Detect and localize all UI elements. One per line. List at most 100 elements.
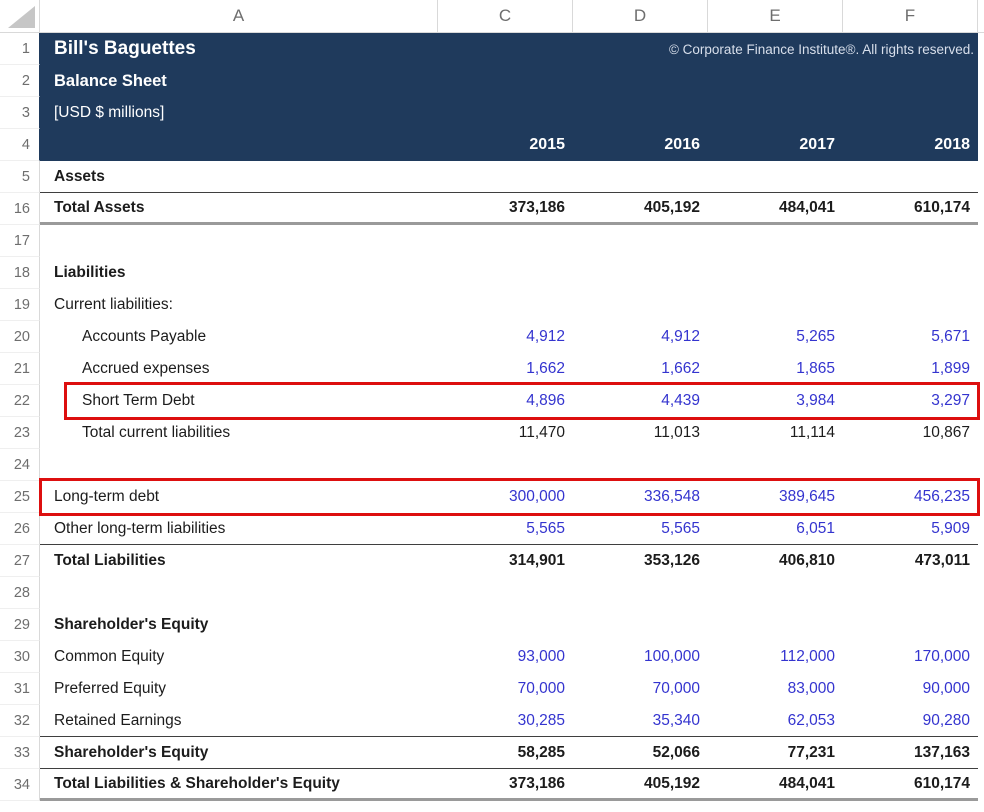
row-header-29[interactable]: 29 (0, 609, 40, 641)
cell-f25[interactable]: 456,235 (913, 488, 970, 505)
cell-c25[interactable]: 300,000 (508, 488, 565, 505)
cell-a25[interactable]: Long-term debt (40, 481, 438, 513)
cell-f18[interactable] (843, 257, 978, 289)
cell-d29[interactable] (573, 609, 708, 641)
cell-f19[interactable] (843, 289, 978, 321)
cell-a17[interactable] (40, 225, 438, 257)
cell-a34[interactable]: Total Liabilities & Shareholder's Equity (40, 769, 438, 798)
cell-c1[interactable] (438, 33, 573, 65)
cell-e20[interactable]: 5,265 (796, 328, 835, 345)
cell-f23[interactable]: 10,867 (922, 424, 970, 441)
cell-e17[interactable] (708, 225, 843, 257)
cell-a29[interactable]: Shareholder's Equity (40, 609, 438, 641)
cell-f33[interactable]: 137,163 (913, 743, 970, 761)
row-header-23[interactable]: 23 (0, 417, 40, 449)
cell-a22[interactable]: Short Term Debt (40, 385, 438, 417)
cell-d18[interactable] (573, 257, 708, 289)
cell-c27[interactable]: 314,901 (508, 552, 565, 569)
row-header-34[interactable]: 34 (0, 769, 40, 801)
cell-c2[interactable] (438, 65, 573, 97)
cell-f2[interactable] (843, 65, 978, 97)
cell-a24[interactable] (40, 449, 438, 481)
cell-e34[interactable]: 484,041 (778, 774, 835, 792)
row-header-24[interactable]: 24 (0, 449, 40, 481)
cell-d31[interactable]: 70,000 (652, 680, 700, 697)
cell-e23[interactable]: 11,114 (789, 424, 835, 441)
cell-f34[interactable]: 610,174 (913, 774, 970, 792)
cell-d16[interactable]: 405,192 (643, 198, 700, 216)
cell-f4[interactable]: 2018 (934, 136, 970, 153)
cell-f20[interactable]: 5,671 (931, 328, 970, 345)
row-header-2[interactable]: 2 (0, 65, 40, 97)
cell-c23[interactable]: 11,470 (518, 424, 565, 441)
row-header-3[interactable]: 3 (0, 97, 40, 129)
cell-e31[interactable]: 83,000 (787, 680, 835, 697)
cell-a16[interactable]: Total Assets (40, 193, 438, 222)
cell-e16[interactable]: 484,041 (778, 198, 835, 216)
cell-c24[interactable] (438, 449, 573, 481)
cell-d27[interactable]: 353,126 (643, 552, 700, 569)
cell-f32[interactable]: 90,280 (922, 711, 970, 729)
cell-a28[interactable] (40, 577, 438, 609)
cell-d25[interactable]: 336,548 (643, 488, 700, 505)
row-header-22[interactable]: 22 (0, 385, 40, 417)
cell-f22[interactable]: 3,297 (931, 392, 970, 409)
row-header-27[interactable]: 27 (0, 545, 40, 577)
cell-c34[interactable]: 373,186 (508, 774, 565, 792)
cell-d4[interactable]: 2016 (664, 136, 700, 153)
cell-e18[interactable] (708, 257, 843, 289)
cell-a27[interactable]: Total Liabilities (40, 545, 438, 577)
cell-f17[interactable] (843, 225, 978, 257)
cell-d24[interactable] (573, 449, 708, 481)
cell-a20[interactable]: Accounts Payable (40, 321, 438, 353)
cell-a32[interactable]: Retained Earnings (40, 705, 438, 736)
row-header-5[interactable]: 5 (0, 161, 40, 193)
cell-a2[interactable]: Balance Sheet (40, 65, 438, 97)
cell-a26[interactable]: Other long-term liabilities (40, 513, 438, 544)
cell-e2[interactable] (708, 65, 843, 97)
cell-a19[interactable]: Current liabilities: (40, 289, 438, 321)
row-header-20[interactable]: 20 (0, 321, 40, 353)
row-header-21[interactable]: 21 (0, 353, 40, 385)
cell-c16[interactable]: 373,186 (508, 198, 565, 216)
column-header-a[interactable]: A (40, 0, 438, 33)
cell-d34[interactable]: 405,192 (643, 774, 700, 792)
cell-a4[interactable] (40, 129, 438, 161)
cell-c21[interactable]: 1,662 (526, 360, 565, 377)
cell-f3[interactable] (843, 97, 978, 129)
row-header-30[interactable]: 30 (0, 641, 40, 673)
cell-c30[interactable]: 93,000 (517, 648, 565, 665)
cell-f26[interactable]: 5,909 (931, 519, 970, 537)
cell-a1[interactable]: Bill's Baguettes (40, 33, 438, 65)
cell-d2[interactable] (573, 65, 708, 97)
cell-a30[interactable]: Common Equity (40, 641, 438, 673)
cell-f30[interactable]: 170,000 (913, 648, 970, 665)
column-header-f[interactable]: F (843, 0, 978, 33)
cell-f16[interactable]: 610,174 (913, 198, 970, 216)
row-header-17[interactable]: 17 (0, 225, 40, 257)
cell-f29[interactable] (843, 609, 978, 641)
cell-c18[interactable] (438, 257, 573, 289)
cell-d5[interactable] (573, 161, 708, 192)
row-header-1[interactable]: 1 (0, 33, 40, 65)
cell-a21[interactable]: Accrued expenses (40, 353, 438, 385)
cell-c22[interactable]: 4,896 (526, 392, 565, 409)
cell-e25[interactable]: 389,645 (778, 488, 835, 505)
row-header-19[interactable]: 19 (0, 289, 40, 321)
cell-e29[interactable] (708, 609, 843, 641)
cell-e4[interactable]: 2017 (799, 136, 835, 153)
cell-c26[interactable]: 5,565 (526, 519, 565, 537)
cell-a33[interactable]: Shareholder's Equity (40, 737, 438, 768)
cell-d20[interactable]: 4,912 (661, 328, 700, 345)
cell-d21[interactable]: 1,662 (661, 360, 700, 377)
cell-d22[interactable]: 4,439 (661, 392, 700, 409)
column-header-d[interactable]: D (573, 0, 708, 33)
cell-d28[interactable] (573, 577, 708, 609)
cell-a23[interactable]: Total current liabilities (40, 417, 438, 449)
cell-e24[interactable] (708, 449, 843, 481)
cell-e21[interactable]: 1,865 (796, 360, 835, 377)
cell-e26[interactable]: 6,051 (796, 519, 835, 537)
cell-e28[interactable] (708, 577, 843, 609)
cell-c17[interactable] (438, 225, 573, 257)
cell-e27[interactable]: 406,810 (778, 552, 835, 569)
